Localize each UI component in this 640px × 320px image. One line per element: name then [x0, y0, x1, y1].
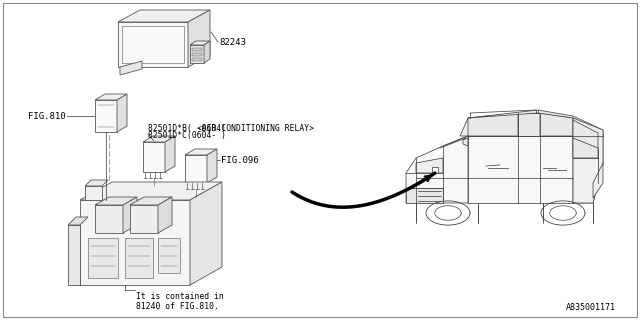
Polygon shape	[192, 53, 202, 56]
Polygon shape	[468, 113, 518, 136]
Polygon shape	[80, 200, 190, 285]
Polygon shape	[88, 238, 118, 278]
Polygon shape	[190, 45, 204, 63]
Polygon shape	[185, 155, 207, 183]
Polygon shape	[85, 186, 102, 200]
Polygon shape	[190, 41, 210, 45]
Polygon shape	[573, 118, 603, 203]
Polygon shape	[95, 205, 123, 233]
Polygon shape	[130, 197, 172, 205]
Polygon shape	[85, 180, 108, 186]
Polygon shape	[207, 149, 217, 183]
Text: A835001171: A835001171	[566, 303, 616, 312]
Polygon shape	[143, 142, 165, 172]
Polygon shape	[120, 61, 142, 75]
Text: <AIR CONDITIONING RELAY>: <AIR CONDITIONING RELAY>	[197, 124, 314, 132]
Polygon shape	[432, 167, 438, 173]
Polygon shape	[95, 94, 127, 100]
Polygon shape	[80, 182, 222, 200]
Text: 82501D*B( -0604): 82501D*B( -0604)	[148, 124, 226, 132]
Text: It is contained in
81240 of FIG.810.: It is contained in 81240 of FIG.810.	[136, 292, 224, 311]
Polygon shape	[185, 149, 217, 155]
Text: 82501D*C(0604- ): 82501D*C(0604- )	[148, 131, 226, 140]
Polygon shape	[573, 120, 598, 158]
Polygon shape	[460, 113, 603, 136]
Polygon shape	[125, 238, 153, 278]
Polygon shape	[416, 158, 443, 173]
Polygon shape	[158, 238, 180, 273]
Polygon shape	[68, 225, 80, 285]
Polygon shape	[158, 197, 172, 233]
Polygon shape	[518, 113, 540, 136]
Polygon shape	[406, 188, 443, 203]
Text: FIG.096: FIG.096	[221, 156, 259, 164]
Polygon shape	[118, 22, 188, 67]
Polygon shape	[204, 41, 210, 63]
Text: FIG.810: FIG.810	[28, 111, 66, 121]
Polygon shape	[593, 163, 603, 198]
Text: 82243: 82243	[219, 37, 246, 46]
Polygon shape	[68, 217, 88, 225]
Polygon shape	[573, 136, 603, 203]
Polygon shape	[143, 136, 175, 142]
Polygon shape	[130, 205, 158, 233]
Polygon shape	[540, 113, 573, 136]
Polygon shape	[188, 10, 210, 67]
Polygon shape	[165, 136, 175, 172]
Polygon shape	[468, 136, 573, 203]
Polygon shape	[117, 94, 127, 132]
Polygon shape	[406, 136, 468, 203]
Polygon shape	[463, 138, 468, 146]
Polygon shape	[123, 197, 137, 233]
Polygon shape	[95, 197, 137, 205]
Polygon shape	[192, 48, 202, 51]
Polygon shape	[118, 10, 210, 22]
Polygon shape	[122, 26, 184, 63]
Polygon shape	[192, 58, 202, 61]
Polygon shape	[95, 100, 117, 132]
Polygon shape	[190, 182, 222, 285]
Polygon shape	[468, 110, 603, 136]
